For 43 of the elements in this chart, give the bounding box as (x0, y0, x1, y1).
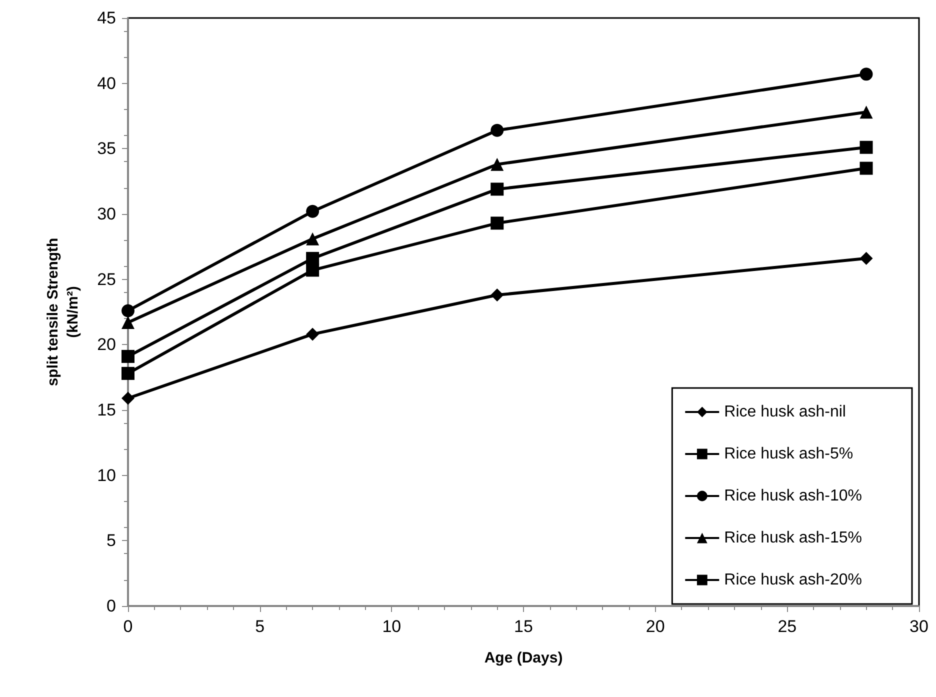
legend-label: Rice husk ash-15% (724, 530, 862, 546)
y-tick-label: 45 (97, 8, 116, 28)
y-tick-label: 5 (106, 531, 116, 550)
x-tick-label: 30 (910, 617, 928, 636)
x-tick-label: 25 (778, 617, 797, 636)
x-tick-label: 0 (123, 617, 133, 636)
x-axis-title: Age (Days) (484, 650, 563, 666)
x-tick-label: 15 (514, 617, 533, 636)
point (306, 232, 320, 246)
point (490, 288, 504, 302)
point (306, 204, 320, 218)
point (860, 140, 873, 154)
point (860, 68, 873, 81)
y-tick-label: 10 (97, 466, 116, 485)
y-tick-label: 40 (97, 74, 116, 93)
point (860, 106, 873, 119)
point (860, 162, 873, 175)
point (122, 392, 134, 405)
y-tick-label: 30 (97, 204, 116, 224)
point (122, 304, 134, 318)
y-tick-label: 25 (97, 270, 116, 289)
legend-label: Rice husk ash-10% (724, 488, 862, 504)
point (490, 216, 504, 230)
legend-label: Rice husk ash-nil (724, 404, 846, 420)
legend-label: Rice husk ash-5% (724, 446, 854, 462)
point (122, 366, 134, 380)
x-tick-label: 10 (382, 617, 402, 636)
y-tick-label: 35 (97, 139, 116, 158)
y-axis-title: split tensile Strength (kN/m²) (44, 238, 82, 386)
y-tick-label: 15 (97, 400, 116, 420)
x-tick-label: 20 (646, 617, 665, 636)
point (122, 350, 134, 363)
point (490, 124, 504, 137)
point (306, 252, 320, 265)
point (490, 182, 504, 196)
point (122, 316, 134, 329)
point (860, 252, 873, 265)
point (306, 328, 320, 341)
point (490, 158, 504, 171)
legend-label: Rice husk ash-20% (724, 572, 862, 588)
y-tick-label: 20 (97, 335, 116, 354)
x-tick-label: 5 (255, 617, 265, 636)
y-tick-label: 0 (106, 596, 116, 616)
